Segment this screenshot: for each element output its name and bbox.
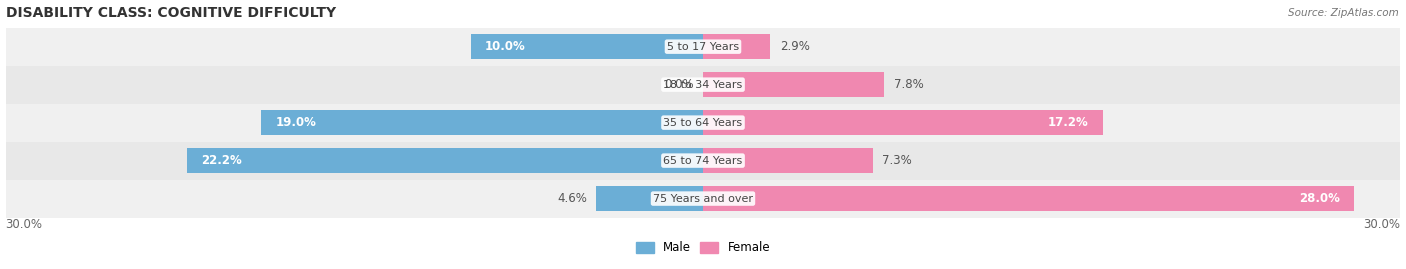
- Bar: [6, 104, 1400, 141]
- Legend: Male, Female: Male, Female: [631, 237, 775, 259]
- Bar: [596, 186, 703, 211]
- Bar: [703, 148, 873, 173]
- Bar: [262, 110, 703, 135]
- Bar: [6, 66, 1400, 104]
- Bar: [471, 34, 703, 59]
- Text: 10.0%: 10.0%: [485, 40, 526, 53]
- Text: 75 Years and over: 75 Years and over: [652, 194, 754, 204]
- Text: 2.9%: 2.9%: [780, 40, 810, 53]
- Text: 22.2%: 22.2%: [201, 154, 242, 167]
- Bar: [703, 72, 884, 97]
- Text: DISABILITY CLASS: COGNITIVE DIFFICULTY: DISABILITY CLASS: COGNITIVE DIFFICULTY: [6, 6, 336, 20]
- Text: 30.0%: 30.0%: [6, 218, 42, 231]
- Text: 4.6%: 4.6%: [557, 192, 586, 205]
- Text: 7.3%: 7.3%: [882, 154, 911, 167]
- Text: 0.0%: 0.0%: [664, 78, 693, 91]
- Text: 5 to 17 Years: 5 to 17 Years: [666, 42, 740, 52]
- Text: 17.2%: 17.2%: [1047, 116, 1088, 129]
- Text: Source: ZipAtlas.com: Source: ZipAtlas.com: [1288, 8, 1399, 18]
- Bar: [703, 186, 1354, 211]
- Bar: [187, 148, 703, 173]
- Text: 7.8%: 7.8%: [894, 78, 924, 91]
- Text: 65 to 74 Years: 65 to 74 Years: [664, 155, 742, 166]
- Bar: [703, 110, 1102, 135]
- Bar: [6, 141, 1400, 180]
- Bar: [6, 28, 1400, 66]
- Text: 30.0%: 30.0%: [1364, 218, 1400, 231]
- Text: 35 to 64 Years: 35 to 64 Years: [664, 118, 742, 128]
- Bar: [6, 180, 1400, 218]
- Text: 28.0%: 28.0%: [1299, 192, 1340, 205]
- Text: 19.0%: 19.0%: [276, 116, 316, 129]
- Bar: [703, 34, 770, 59]
- Text: 18 to 34 Years: 18 to 34 Years: [664, 80, 742, 90]
